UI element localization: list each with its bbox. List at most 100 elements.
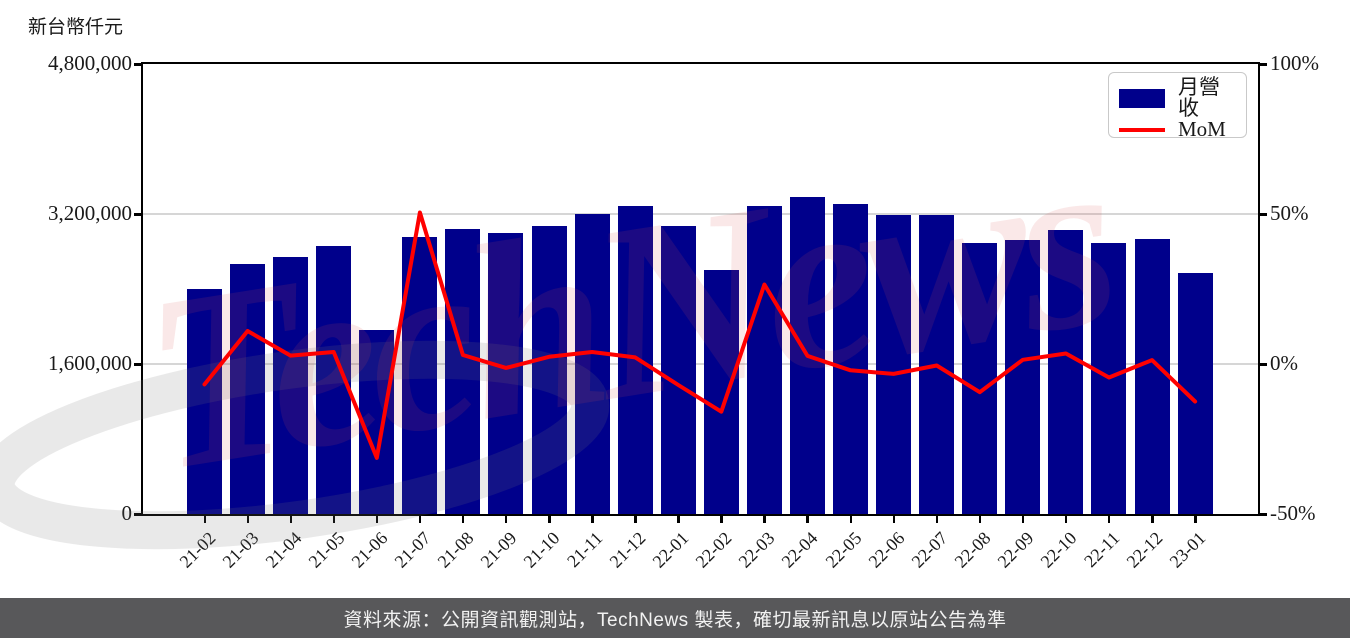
x-tick-label: 21-03 bbox=[218, 527, 263, 572]
x-tick-label: 22-07 bbox=[907, 527, 952, 572]
bar bbox=[1091, 242, 1127, 514]
left-axis-unit-label: 新台幣仟元 bbox=[28, 17, 124, 38]
y-tick-label-left: 3,200,000 bbox=[48, 201, 132, 225]
bar bbox=[1134, 239, 1170, 514]
x-tickmark bbox=[935, 516, 939, 523]
y-tick-label-left: 4,800,000 bbox=[48, 51, 132, 75]
x-tickmark bbox=[1021, 516, 1025, 523]
right-tickmark bbox=[1260, 363, 1267, 366]
y-tick-label-right: 100% bbox=[1270, 51, 1319, 75]
plot-area bbox=[141, 62, 1260, 516]
x-tick-label: 21-07 bbox=[390, 527, 435, 572]
x-tick-label: 22-01 bbox=[648, 527, 693, 572]
x-tickmark bbox=[978, 516, 982, 523]
x-tick-label: 22-03 bbox=[735, 527, 779, 572]
x-tickmark bbox=[418, 516, 422, 523]
x-tick-label: 22-09 bbox=[993, 527, 1038, 572]
x-tickmark bbox=[1064, 516, 1068, 523]
bar bbox=[187, 289, 222, 514]
bar bbox=[316, 246, 352, 514]
x-tick-label: 21-08 bbox=[433, 527, 478, 572]
bar bbox=[230, 264, 266, 514]
x-tickmark bbox=[1194, 516, 1197, 523]
source-footer: 資料來源：公開資訊觀測站，TechNews 製表，確切最新訊息以原站公告為準 bbox=[0, 598, 1350, 638]
mom-swatch-icon bbox=[1119, 127, 1165, 132]
x-tick-label: 23-01 bbox=[1165, 527, 1210, 572]
x-tickmark bbox=[332, 516, 336, 523]
bar bbox=[1048, 229, 1084, 514]
x-tick-label: 22-02 bbox=[691, 527, 736, 572]
x-tickmark bbox=[375, 516, 379, 523]
x-tick-label: 22-10 bbox=[1036, 527, 1081, 572]
left-tickmark bbox=[134, 513, 141, 516]
bar bbox=[402, 237, 438, 514]
bar bbox=[273, 256, 309, 514]
x-tick-label: 22-05 bbox=[821, 527, 866, 572]
x-tickmark bbox=[203, 516, 206, 523]
legend: 月營收 MoM bbox=[1108, 72, 1247, 140]
x-tick-label: 21-04 bbox=[261, 527, 306, 572]
bar bbox=[359, 330, 395, 514]
x-tickmark bbox=[634, 516, 637, 523]
source-footer-text: 資料來源：公開資訊觀測站，TechNews 製表，確切最新訊息以原站公告為準 bbox=[343, 609, 1007, 631]
right-tickmark bbox=[1260, 63, 1267, 66]
x-tickmark bbox=[504, 516, 508, 523]
bar bbox=[789, 197, 825, 514]
x-tick-label: 21-10 bbox=[519, 527, 564, 572]
x-tick-label: 22-11 bbox=[1080, 527, 1124, 572]
y-tick-label-left: 0 bbox=[121, 501, 133, 525]
legend-mom-label: MoM bbox=[1178, 117, 1226, 141]
x-tickmark bbox=[1107, 516, 1111, 523]
bar bbox=[876, 214, 912, 514]
y-tick-label-right: -50% bbox=[1270, 501, 1316, 525]
bar bbox=[531, 226, 567, 514]
bar bbox=[488, 232, 524, 514]
x-tick-label: 21-02 bbox=[175, 527, 219, 572]
bar bbox=[660, 226, 696, 514]
x-tick-label: 21-11 bbox=[563, 527, 607, 572]
x-tickmark bbox=[289, 516, 293, 523]
legend-revenue-label: 月營收 bbox=[1178, 75, 1220, 120]
x-tick-label: 22-06 bbox=[864, 527, 909, 572]
x-tickmark bbox=[892, 516, 896, 523]
bar bbox=[746, 205, 782, 514]
gridline bbox=[143, 213, 1258, 215]
bar bbox=[574, 214, 610, 514]
bar bbox=[617, 205, 653, 514]
x-tickmark bbox=[677, 516, 680, 523]
bar bbox=[703, 270, 739, 514]
legend-row-mom: MoM bbox=[1119, 119, 1236, 140]
y-tick-label-left: 1,600,000 bbox=[48, 351, 132, 375]
x-tick-label: 21-05 bbox=[304, 527, 349, 572]
x-tickmark bbox=[591, 516, 594, 523]
x-tickmark bbox=[849, 516, 853, 523]
left-tickmark bbox=[134, 213, 141, 216]
right-tickmark bbox=[1260, 213, 1267, 216]
bar bbox=[1005, 239, 1041, 514]
revenue-swatch-icon bbox=[1119, 88, 1165, 108]
x-tickmark bbox=[763, 516, 766, 523]
bar bbox=[833, 203, 869, 514]
x-tick-label: 22-04 bbox=[778, 527, 822, 572]
x-tickmark bbox=[246, 516, 250, 523]
left-tickmark bbox=[134, 363, 141, 366]
x-tickmark bbox=[1151, 516, 1154, 523]
x-tickmark bbox=[806, 516, 809, 523]
legend-row-revenue: 月營收 bbox=[1119, 77, 1236, 119]
x-tick-label: 21-12 bbox=[605, 527, 650, 572]
bar bbox=[962, 243, 998, 514]
left-tickmark bbox=[134, 63, 141, 66]
x-tick-label: 21-06 bbox=[347, 527, 392, 572]
x-tickmark bbox=[461, 516, 465, 523]
x-tick-label: 22-08 bbox=[950, 527, 995, 572]
x-tick-label: 22-12 bbox=[1122, 527, 1167, 572]
y-tick-label-right: 0% bbox=[1270, 351, 1298, 375]
x-tickmark bbox=[720, 516, 723, 523]
bar bbox=[1177, 273, 1213, 514]
x-tickmark bbox=[548, 516, 551, 523]
x-tick-label: 21-09 bbox=[476, 527, 521, 572]
right-tickmark bbox=[1260, 513, 1267, 516]
bar bbox=[919, 214, 955, 514]
y-tick-label-right: 50% bbox=[1270, 201, 1309, 225]
